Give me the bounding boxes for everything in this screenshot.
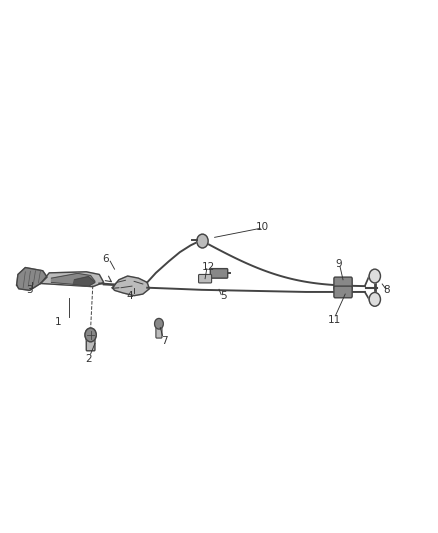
Polygon shape (113, 276, 149, 296)
Text: 3: 3 (26, 285, 33, 295)
Text: 6: 6 (102, 254, 109, 263)
Text: 2: 2 (85, 354, 92, 364)
Text: 7: 7 (161, 336, 168, 346)
Text: 12: 12 (201, 262, 215, 271)
Text: 8: 8 (383, 285, 390, 295)
FancyBboxPatch shape (334, 277, 352, 290)
Circle shape (155, 318, 163, 329)
Polygon shape (51, 273, 95, 286)
Circle shape (197, 234, 208, 248)
Text: 4: 4 (127, 290, 133, 301)
Text: 10: 10 (256, 222, 269, 232)
Text: 11: 11 (328, 314, 341, 325)
Polygon shape (17, 268, 47, 290)
Text: 5: 5 (220, 290, 226, 301)
Polygon shape (41, 272, 104, 287)
Text: 9: 9 (336, 259, 342, 269)
Circle shape (85, 328, 96, 342)
FancyBboxPatch shape (210, 269, 228, 278)
FancyBboxPatch shape (334, 286, 352, 298)
FancyBboxPatch shape (86, 336, 95, 351)
Polygon shape (73, 277, 95, 286)
Text: 1: 1 (55, 317, 61, 327)
FancyBboxPatch shape (198, 274, 212, 283)
FancyBboxPatch shape (156, 325, 162, 338)
Circle shape (369, 293, 381, 306)
Circle shape (369, 269, 381, 283)
